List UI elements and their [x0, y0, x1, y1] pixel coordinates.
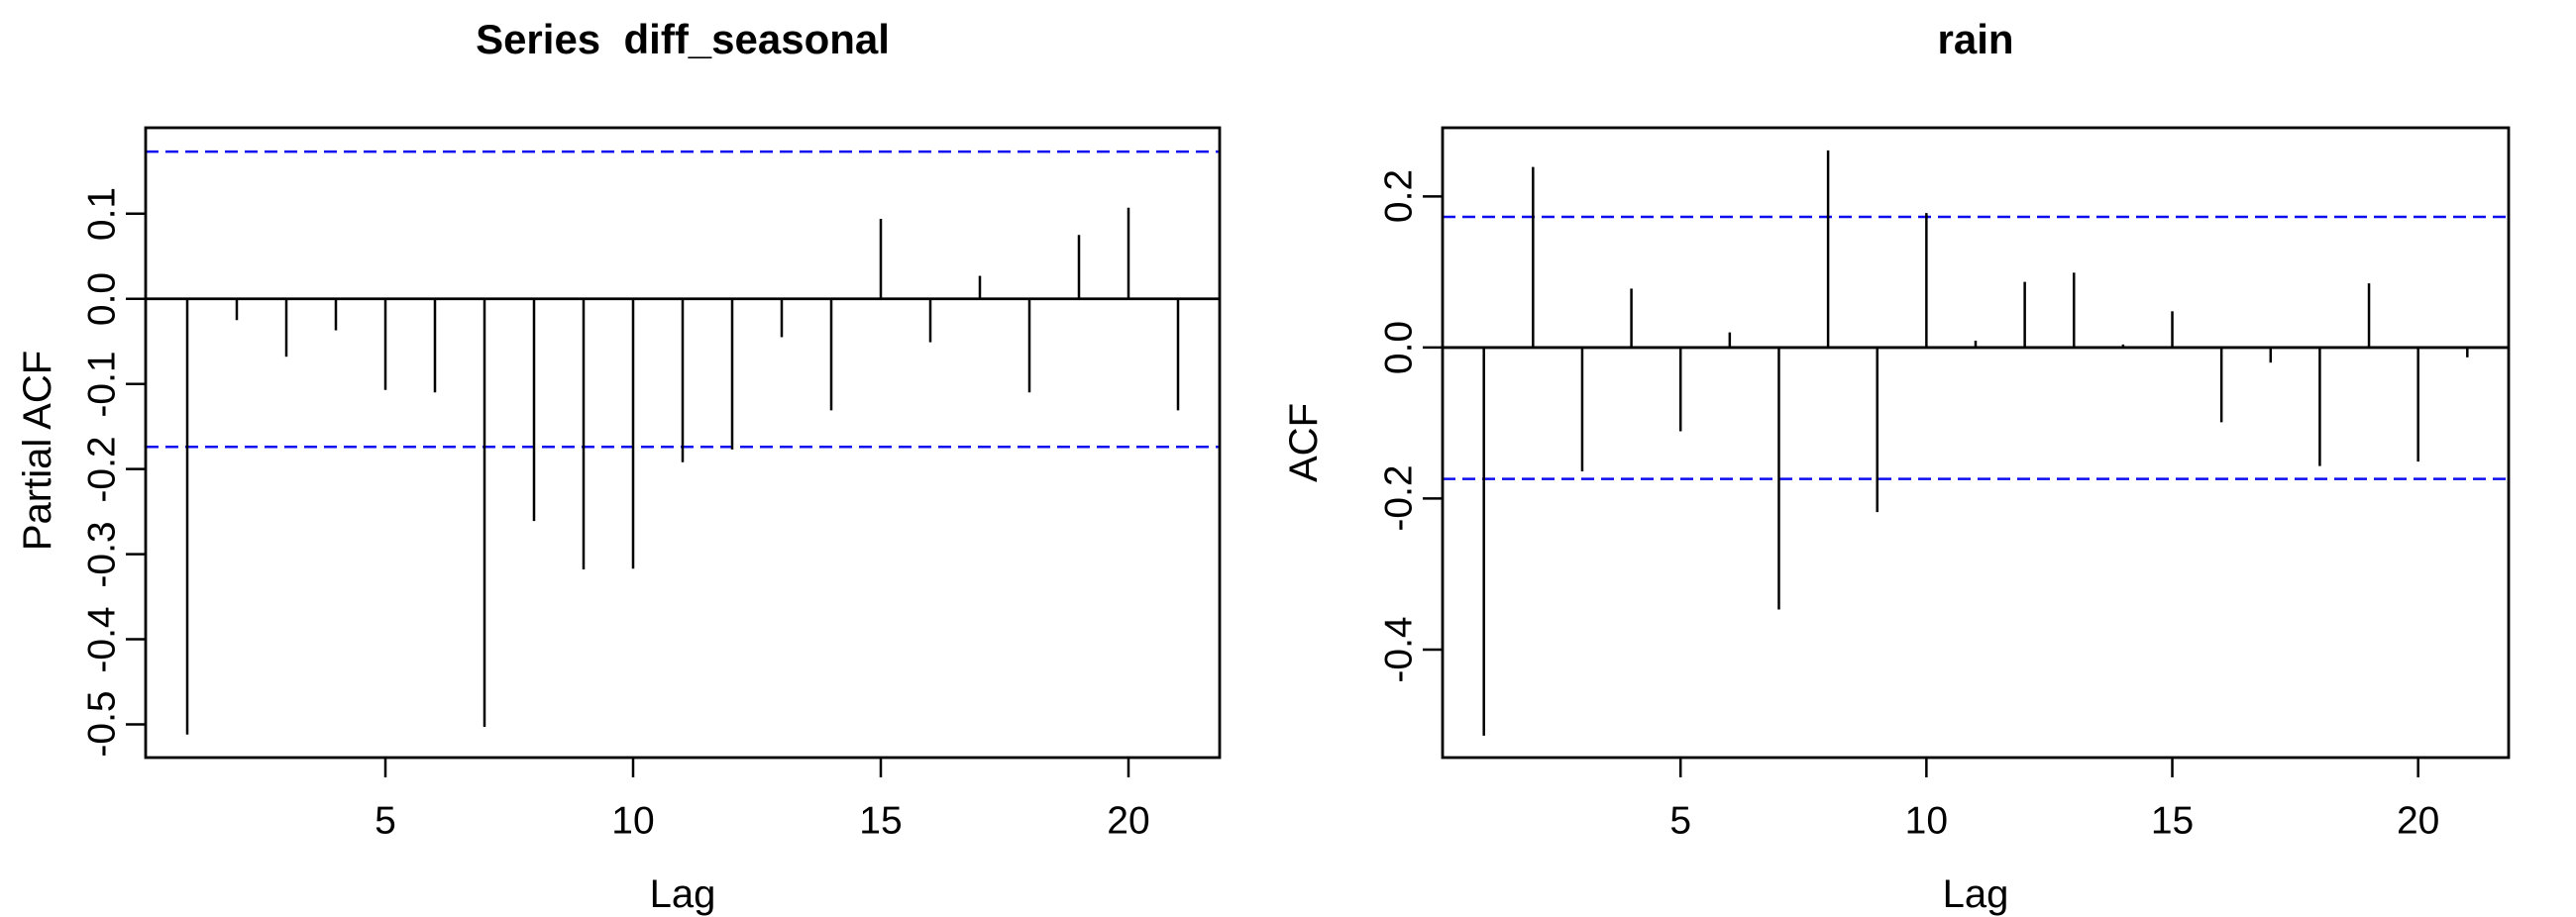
- right-x-axis-label: Lag: [1942, 872, 2009, 916]
- left-y-tick-label: -0.2: [80, 436, 124, 503]
- left-x-tick-label: 10: [611, 799, 655, 843]
- left-y-tick-label: -0.4: [80, 605, 124, 673]
- left-x-axis-label: Lag: [649, 872, 716, 916]
- left-y-tick-label: 0.0: [80, 271, 124, 326]
- right-x-tick-label: 20: [2396, 799, 2440, 843]
- right-y-tick-label: -0.2: [1377, 464, 1421, 533]
- right-x-tick-label: 10: [1904, 799, 1949, 843]
- left-x-tick-label: 5: [375, 799, 396, 843]
- left-y-tick-label: -0.5: [80, 690, 124, 759]
- left-plot-title: Series diff_seasonal: [476, 16, 890, 62]
- right-x-tick-label: 5: [1669, 799, 1692, 843]
- left-x-tick-label: 20: [1107, 799, 1150, 843]
- left-x-tick-label: 15: [859, 799, 903, 843]
- right-y-tick-label: 0.0: [1377, 320, 1421, 375]
- right-x-tick-label: 15: [2150, 799, 2195, 843]
- left-y-tick-label: -0.3: [80, 520, 124, 588]
- right-y-tick-label: 0.2: [1377, 169, 1421, 224]
- right-plot-title: rain: [1937, 16, 2014, 62]
- left-y-axis-label: Partial ACF: [16, 350, 59, 552]
- left-y-tick-label: -0.1: [80, 351, 124, 418]
- right-y-tick-label: -0.4: [1377, 616, 1421, 683]
- left-y-tick-label: 0.1: [80, 186, 124, 241]
- right-y-axis-label: ACF: [1282, 403, 1326, 482]
- left-plot-frame: [144, 126, 1222, 760]
- right-plot-frame: [1441, 126, 2511, 760]
